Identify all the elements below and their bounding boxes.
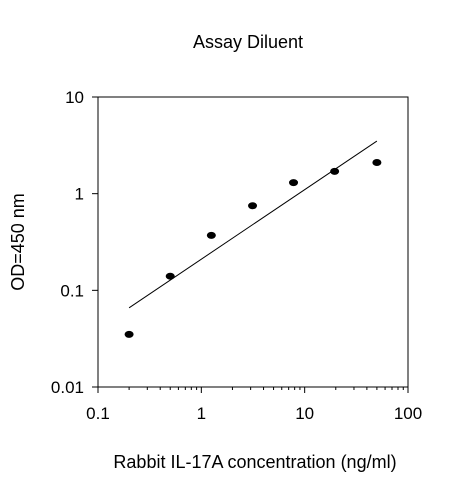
data-point	[330, 167, 340, 175]
data-point	[124, 330, 134, 338]
data-point	[206, 231, 216, 239]
data-point	[372, 159, 382, 167]
chart-title: Assay Diluent	[193, 32, 303, 52]
x-axis-ticks: 0.1 1 10 100	[86, 387, 422, 423]
data-point	[165, 272, 175, 280]
y-axis-label: OD=450 nm	[8, 193, 28, 291]
x-axis-label: Rabbit IL-17A concentration (ng/ml)	[113, 452, 396, 472]
x-tick-label: 100	[394, 404, 422, 423]
x-tick-label: 1	[197, 404, 206, 423]
plot-frame	[97, 96, 409, 388]
y-tick-label: 1	[75, 185, 84, 204]
y-tick-label: 0.01	[51, 378, 84, 397]
data-points	[124, 159, 382, 338]
y-tick-label: 0.1	[60, 281, 84, 300]
y-tick-label: 10	[65, 88, 84, 107]
fit-line	[128, 140, 378, 309]
x-tick-label: 0.1	[86, 404, 110, 423]
data-point	[248, 202, 258, 210]
y-axis-ticks: 0.01 0.1 1 10	[51, 88, 98, 397]
x-tick-label: 10	[295, 404, 314, 423]
data-point	[289, 179, 299, 187]
